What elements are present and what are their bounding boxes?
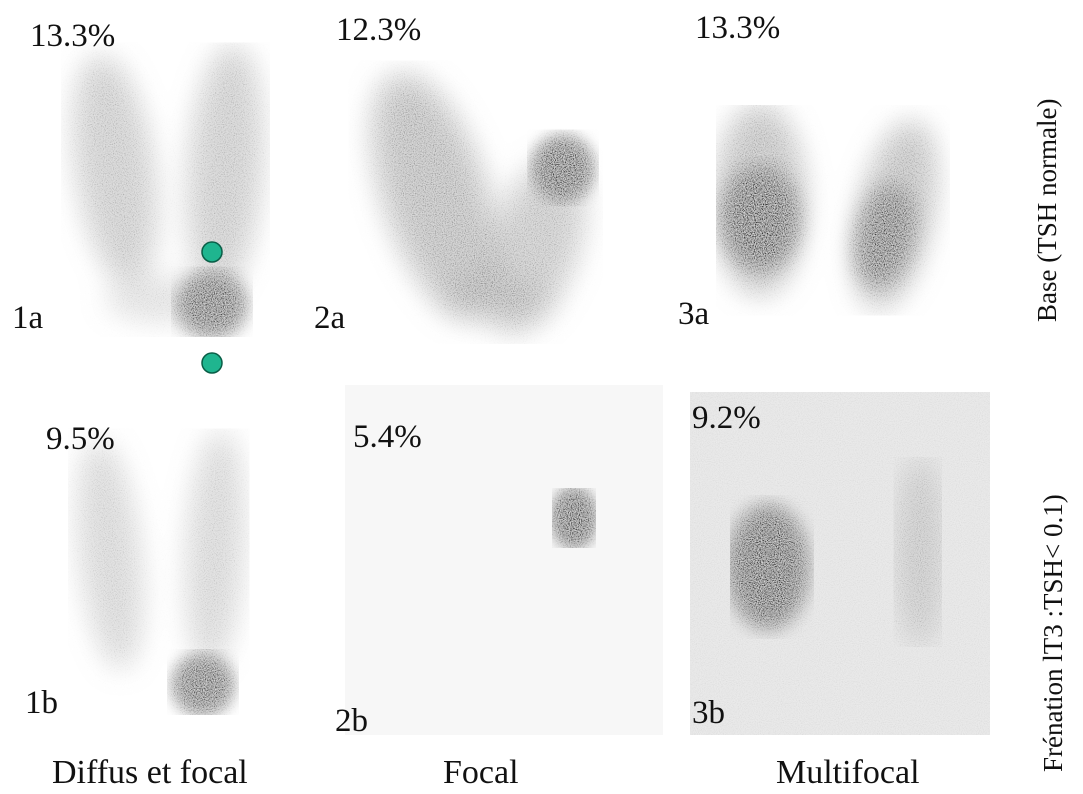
panel-2a: 12.3% 2a [300,0,650,380]
panel-label-1b: 1b [25,685,58,721]
panel-label-2a: 2a [314,300,346,336]
panel-label-2b: 2b [335,703,368,739]
scan-image-2a [373,75,593,332]
row-label-base: Base (TSH normale) [1032,98,1062,322]
panel-1b: 9.5% 1b [0,385,300,745]
panel-3a: 13.3% 3a [660,0,1000,380]
scan-image-1b [77,430,244,715]
row-label-frenation: Frénation lT3 :TSH< 0.1) [1038,494,1068,772]
scan-image-3a [716,105,936,309]
scan-image-2b [552,488,596,548]
column-label-multifocal: Multifocal [776,754,920,791]
uptake-value-1a: 13.3% [30,18,116,54]
column-label-focal: Focal [443,754,519,791]
scan-image-3b [690,392,990,735]
column-label-diffus-et-focal: Diffus et focal [52,754,248,791]
panel-label-1a: 1a [12,300,44,336]
panel-label-3b: 3b [692,695,725,731]
panel-label-3a: 3a [678,296,710,332]
panel-3b: 9.2% 3b [690,392,990,735]
uptake-value-1b: 9.5% [46,421,115,457]
uptake-value-3b: 9.2% [692,400,761,436]
marker-dot-upper [201,241,223,263]
marker-dot-lower [201,352,223,374]
scan-image-1a [74,45,262,374]
panel-1a: 13.3% 1a [0,0,300,380]
panel-2b: 5.4% 2b [335,385,663,738]
uptake-value-3a: 13.3% [695,10,781,46]
uptake-value-2a: 12.3% [336,12,422,48]
uptake-value-2b: 5.4% [353,419,422,455]
